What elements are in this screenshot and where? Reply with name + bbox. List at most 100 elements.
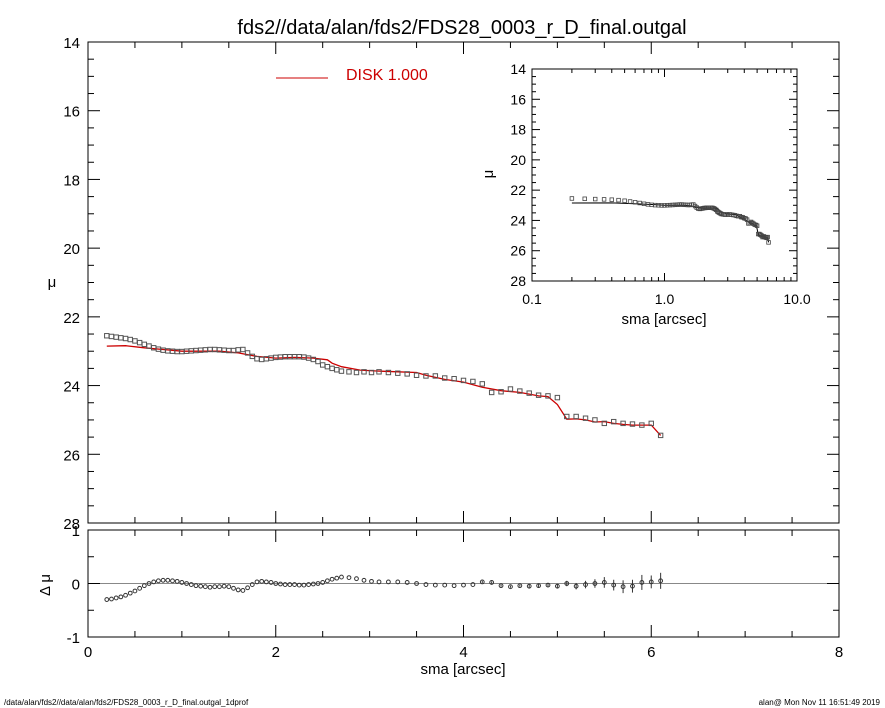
residual-point xyxy=(361,577,367,583)
data-point xyxy=(108,333,115,340)
main-x-axis-label: sma [arcsec] xyxy=(420,661,505,678)
residual-point xyxy=(545,582,551,588)
residual-point xyxy=(127,590,133,596)
residual-point xyxy=(376,579,382,585)
residual-point xyxy=(287,582,293,587)
residual-point xyxy=(414,581,419,586)
inset-data-point xyxy=(569,196,575,201)
residual-point xyxy=(451,583,457,589)
main-y-tick-label: 18 xyxy=(63,172,80,189)
residual-point xyxy=(648,579,654,585)
inset-plot-frame xyxy=(531,68,798,282)
residual-y-tick-label: -1 xyxy=(67,630,80,647)
residual-point xyxy=(620,584,626,590)
residual-point xyxy=(386,579,391,585)
residual-point xyxy=(334,575,340,581)
residual-point xyxy=(202,584,208,590)
data-point xyxy=(507,386,514,392)
main-y-tick-label: 24 xyxy=(63,379,80,396)
residual-x-tick-label: 6 xyxy=(647,644,655,661)
data-point xyxy=(193,347,199,354)
main-y-tick-label: 28 xyxy=(63,516,80,533)
inset-data-point xyxy=(712,206,718,212)
inset-data-point xyxy=(764,235,769,241)
data-point xyxy=(361,369,367,375)
residual-point xyxy=(479,579,485,585)
inset-y-tick-label: 26 xyxy=(510,243,526,259)
residual-point xyxy=(296,582,302,588)
inset-data-point xyxy=(593,196,598,202)
data-point xyxy=(648,420,654,427)
residual-point xyxy=(132,588,138,594)
main-y-tick-label: 22 xyxy=(63,310,80,327)
residual-point xyxy=(160,577,166,583)
data-point xyxy=(451,376,457,382)
residual-y-tick-label: 1 xyxy=(72,523,80,540)
residual-point xyxy=(259,578,265,584)
residual-point xyxy=(339,574,344,580)
inset-data-point xyxy=(632,200,638,205)
residual-point xyxy=(165,577,171,583)
residual-point xyxy=(324,578,330,584)
residual-point xyxy=(601,580,607,585)
residual-point xyxy=(592,581,598,586)
residual-point xyxy=(508,584,513,590)
data-point xyxy=(488,389,495,396)
residual-point xyxy=(141,583,147,589)
data-point xyxy=(118,335,124,341)
data-point xyxy=(113,334,119,340)
residual-point xyxy=(369,578,374,584)
residual-point xyxy=(221,583,227,589)
residual-y-tick-label: 0 xyxy=(72,577,80,594)
inset-data-point xyxy=(622,198,627,203)
residual-point xyxy=(630,583,635,589)
residual-point xyxy=(198,583,204,589)
inset-y-tick-label: 14 xyxy=(510,61,526,77)
data-point xyxy=(244,350,251,356)
residual-point xyxy=(489,580,495,585)
inset-data-point xyxy=(601,197,607,202)
data-point xyxy=(479,381,485,387)
data-point xyxy=(423,373,429,379)
residual-point xyxy=(404,580,410,585)
data-point xyxy=(132,338,138,344)
inset-y-tick-label: 18 xyxy=(510,122,526,138)
footer-left: /data/alan/fds2//data/alan/fds2/FDS28_00… xyxy=(4,698,249,707)
residual-point xyxy=(498,583,504,589)
residual-point xyxy=(517,583,523,589)
data-point xyxy=(338,368,345,374)
residual-x-tick-label: 2 xyxy=(272,644,280,661)
main-y-tick-label: 16 xyxy=(63,104,80,121)
inset-x-tick-label: 0.1 xyxy=(522,291,542,307)
inset-data-point xyxy=(718,211,723,216)
main-y-tick-label: 14 xyxy=(63,35,80,52)
inset-data-point xyxy=(754,223,760,228)
residual-point xyxy=(118,594,124,600)
inset-data-point xyxy=(675,202,680,207)
residual-point xyxy=(611,582,617,588)
residual-x-tick-label: 0 xyxy=(84,644,92,661)
residual-point xyxy=(109,596,114,602)
residual-point xyxy=(193,583,199,589)
inset-x-axis-label: sma [arcsec] xyxy=(621,311,706,328)
inset-data-point xyxy=(670,202,675,208)
data-point xyxy=(324,363,331,370)
inset-data-point xyxy=(659,203,664,208)
data-point xyxy=(141,341,148,348)
legend-label: DISK 1.000 xyxy=(346,67,428,84)
data-point xyxy=(442,375,448,381)
residual-point xyxy=(263,579,269,585)
data-point xyxy=(353,369,360,376)
data-point xyxy=(432,373,439,379)
data-point xyxy=(545,393,551,399)
inset-data-point xyxy=(665,203,670,208)
residual-point xyxy=(226,584,232,590)
data-point xyxy=(526,390,532,396)
data-point xyxy=(385,369,392,376)
residual-point xyxy=(423,582,429,587)
inset-x-tick-label: 10.0 xyxy=(783,291,810,307)
residual-point xyxy=(254,579,260,585)
inset-y-tick-label: 28 xyxy=(510,273,526,289)
inset-data-point xyxy=(662,203,667,208)
data-point xyxy=(136,339,143,346)
